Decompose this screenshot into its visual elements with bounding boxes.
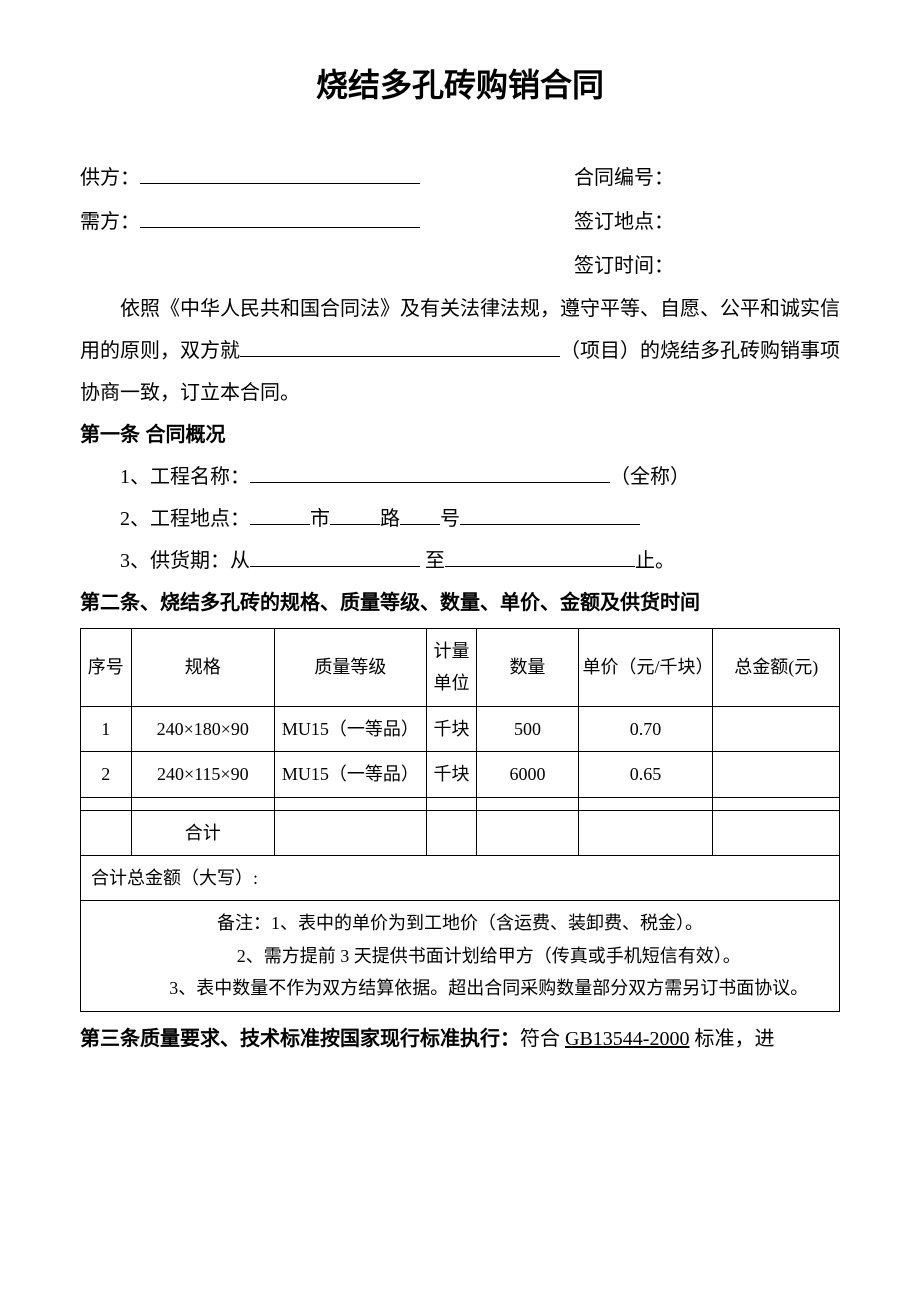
item2-no: 号 — [440, 508, 460, 530]
section1-title: 第一条 合同概况 — [80, 414, 840, 456]
item2-city-blank — [250, 505, 310, 525]
cell-grade: MU15（一等品） — [274, 752, 426, 797]
cell-seq — [81, 810, 132, 855]
sum-row: 合计总金额（大写）: — [81, 855, 840, 900]
cell-price: 0.65 — [578, 752, 713, 797]
header-row-3: 签订时间： — [80, 244, 840, 288]
cell-price — [578, 810, 713, 855]
table-row — [81, 797, 840, 810]
notes-cell: 备注：1、表中的单价为到工地价（含运费、装卸费、税金）。 2、需方提前 3 天提… — [81, 901, 840, 1011]
cell-grade: MU15（一等品） — [274, 706, 426, 751]
section3-std: GB13544-2000 — [565, 1028, 689, 1050]
spec-table: 序号 规格 质量等级 计量单位 数量 单价（元/千块） 总金额(元) 1 240… — [80, 628, 840, 1012]
cell-spec — [131, 797, 274, 810]
item1-blank — [250, 463, 610, 483]
cell-qty: 500 — [477, 706, 578, 751]
section1-item2: 2、工程地点： 市 路 号 — [80, 498, 840, 540]
col-total: 总金额(元) — [713, 629, 840, 707]
item3-end: 止。 — [635, 550, 675, 572]
item1-suffix: （全称） — [610, 466, 690, 488]
item2-tail-blank — [460, 505, 640, 525]
item3-from-blank — [250, 547, 420, 567]
item2-no-blank — [400, 505, 440, 525]
cell-qty — [477, 797, 578, 810]
section3-title: 第三条质量要求、技术标准按国家现行标准执行： — [80, 1028, 520, 1050]
cell-seq: 1 — [81, 706, 132, 751]
col-seq: 序号 — [81, 629, 132, 707]
preamble: 依照《中华人民共和国合同法》及有关法律法规，遵守平等、自愿、公平和诚实信用的原则… — [80, 288, 840, 414]
cell-total — [713, 810, 840, 855]
item2-road-blank — [330, 505, 380, 525]
section3: 第三条质量要求、技术标准按国家现行标准执行：符合 GB13544-2000 标准… — [80, 1018, 840, 1060]
sum-label: 合计总金额（大写）: — [81, 855, 840, 900]
table-row: 2 240×115×90 MU15（一等品） 千块 6000 0.65 — [81, 752, 840, 797]
col-price: 单价（元/千块） — [578, 629, 713, 707]
section2-title: 第二条、烧结多孔砖的规格、质量等级、数量、单价、金额及供货时间 — [80, 582, 840, 624]
contract-no-label: 合同编号： — [574, 167, 674, 189]
item2-road: 路 — [380, 508, 400, 530]
supplier-label: 供方： — [80, 167, 140, 189]
supplier-blank — [140, 164, 420, 184]
cell-unit: 千块 — [426, 752, 477, 797]
cell-total — [713, 706, 840, 751]
note2: 2、需方提前 3 天提供书面计划给甲方（传真或手机短信有效）。 — [85, 940, 835, 972]
header-row-2: 需方： 签订地点： — [80, 200, 840, 244]
table-row: 1 240×180×90 MU15（一等品） 千块 500 0.70 — [81, 706, 840, 751]
notes-label: 备注： — [217, 913, 271, 933]
col-qty: 数量 — [477, 629, 578, 707]
cell-spec: 240×180×90 — [131, 706, 274, 751]
header-row-1: 供方： 合同编号： — [80, 156, 840, 200]
item1-label: 1、工程名称： — [120, 466, 250, 488]
note1: 1、表中的单价为到工地价（含运费、装卸费、税金）。 — [271, 913, 703, 933]
item3-label: 3、供货期：从 — [120, 550, 250, 572]
sign-time-label: 签订时间： — [574, 255, 674, 277]
item3-to: 至 — [425, 550, 445, 572]
notes-row: 备注：1、表中的单价为到工地价（含运费、装卸费、税金）。 2、需方提前 3 天提… — [81, 901, 840, 1011]
item3-to-blank — [445, 547, 635, 567]
cell-price: 0.70 — [578, 706, 713, 751]
item2-label: 2、工程地点： — [120, 508, 250, 530]
section1-item1: 1、工程名称： （全称） — [80, 456, 840, 498]
note3: 3、表中数量不作为双方结算依据。超出合同采购数量部分双方需另订书面协议。 — [85, 972, 835, 1004]
cell-unit — [426, 797, 477, 810]
cell-spec: 240×115×90 — [131, 752, 274, 797]
buyer-blank — [140, 208, 420, 228]
col-unit: 计量单位 — [426, 629, 477, 707]
col-grade: 质量等级 — [274, 629, 426, 707]
section1-item3: 3、供货期：从 至 止。 — [80, 540, 840, 582]
cell-total — [713, 752, 840, 797]
section3-end: 标准，进 — [689, 1028, 774, 1050]
cell-qty: 6000 — [477, 752, 578, 797]
cell-grade — [274, 797, 426, 810]
table-header-row: 序号 规格 质量等级 计量单位 数量 单价（元/千块） 总金额(元) — [81, 629, 840, 707]
cell-spec: 合计 — [131, 810, 274, 855]
cell-seq — [81, 797, 132, 810]
buyer-label: 需方： — [80, 211, 140, 233]
cell-seq: 2 — [81, 752, 132, 797]
table-row-sum: 合计 — [81, 810, 840, 855]
cell-unit — [426, 810, 477, 855]
cell-unit: 千块 — [426, 706, 477, 751]
item2-city: 市 — [310, 508, 330, 530]
cell-grade — [274, 810, 426, 855]
section3-after: 符合 — [520, 1028, 565, 1050]
cell-qty — [477, 810, 578, 855]
cell-price — [578, 797, 713, 810]
cell-total — [713, 797, 840, 810]
preamble-blank — [240, 337, 560, 357]
sign-place-label: 签订地点： — [574, 211, 674, 233]
col-spec: 规格 — [131, 629, 274, 707]
document-title: 烧结多孔砖购销合同 — [80, 60, 840, 106]
